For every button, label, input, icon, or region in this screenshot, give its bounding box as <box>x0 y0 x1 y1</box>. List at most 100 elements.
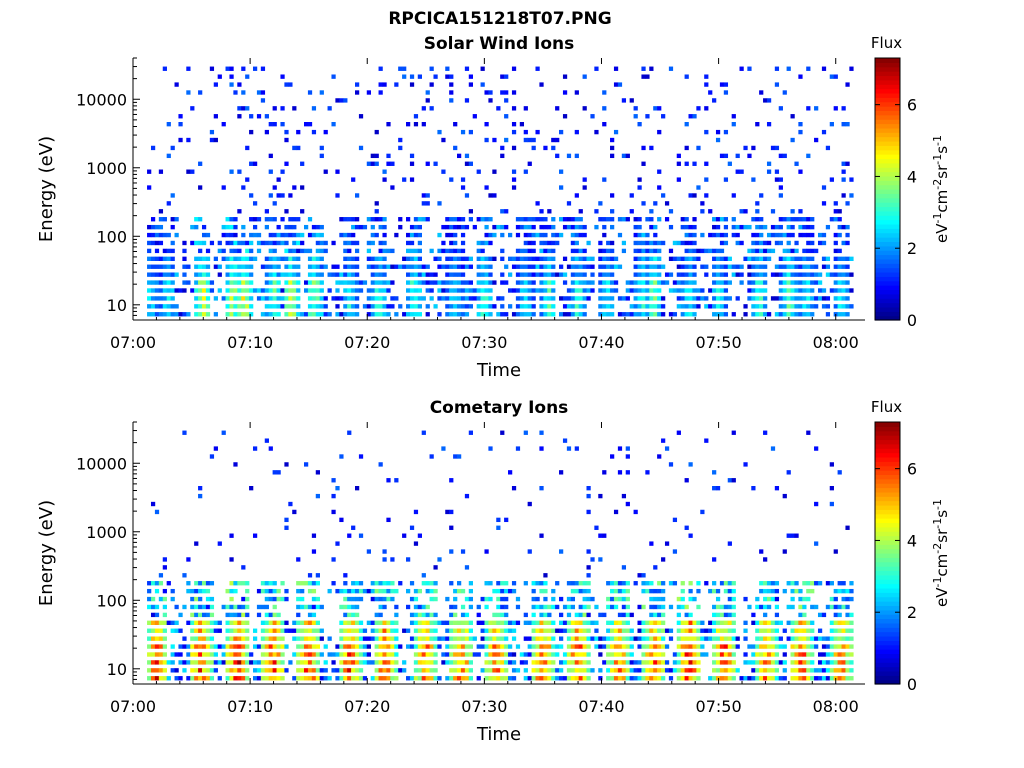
heatmap-cell <box>759 248 764 254</box>
heatmap-cell <box>657 217 662 222</box>
heatmap-cell <box>453 288 458 293</box>
heatmap-cell <box>727 668 732 673</box>
heatmap-cell <box>374 312 379 317</box>
heatmap-cell <box>688 676 693 681</box>
heatmap-cell <box>241 288 246 293</box>
heatmap-cell <box>484 312 489 317</box>
heatmap-cell <box>625 612 630 618</box>
heatmap-cell <box>531 644 536 649</box>
heatmap-cell <box>606 296 611 301</box>
colorbar-tick-label: 2 <box>907 603 917 622</box>
heatmap-cell <box>806 430 811 435</box>
heatmap-cell <box>766 232 772 238</box>
heatmap-cell <box>233 612 238 618</box>
heatmap-cell <box>170 620 175 625</box>
heatmap-cell <box>715 248 721 254</box>
heatmap-cell <box>645 652 650 657</box>
heatmap-cell <box>574 217 579 222</box>
heatmap-cell <box>464 644 470 649</box>
heatmap-cell <box>323 240 328 246</box>
heatmap-cell <box>158 296 164 301</box>
heatmap-cell <box>657 256 662 261</box>
heatmap-cell <box>417 612 422 618</box>
heatmap-cell <box>162 612 167 618</box>
heatmap-cell <box>190 668 195 673</box>
heatmap-cell <box>374 676 379 681</box>
heatmap-cell <box>284 644 289 649</box>
heatmap-cell <box>343 248 348 254</box>
heatmap-cell <box>351 525 356 530</box>
heatmap-cell <box>661 612 666 618</box>
heatmap-cell <box>449 668 454 673</box>
heatmap-cell <box>468 430 473 435</box>
heatmap-cell <box>798 209 803 214</box>
heatmap-cell <box>519 312 525 317</box>
heatmap-cell <box>755 232 760 238</box>
heatmap-cell <box>641 145 646 151</box>
heatmap-cell <box>629 209 634 214</box>
heatmap-cell <box>190 169 195 174</box>
colorbar-step <box>875 232 900 238</box>
heatmap-cell <box>445 644 450 649</box>
heatmap-cell <box>264 612 269 618</box>
heatmap-cell <box>182 240 187 246</box>
heatmap-cell <box>237 312 242 317</box>
heatmap-cell <box>198 676 203 681</box>
heatmap-cell <box>311 312 317 317</box>
heatmap-cell <box>731 478 736 483</box>
heatmap-cell <box>433 256 438 261</box>
heatmap-cell <box>445 224 450 230</box>
colorbar-unit-part: cm <box>933 554 951 577</box>
heatmap-cell <box>770 581 776 586</box>
heatmap-cell <box>347 612 352 618</box>
heatmap-cell <box>272 264 277 269</box>
heatmap-cell <box>292 652 297 657</box>
heatmap-cell <box>719 153 725 159</box>
heatmap-cell <box>747 676 752 681</box>
heatmap-cell <box>276 296 281 301</box>
heatmap-cell <box>841 660 846 665</box>
heatmap-cell <box>390 636 395 641</box>
heatmap-cell <box>382 232 387 238</box>
heatmap-cell <box>751 280 756 285</box>
heatmap-cell <box>841 272 846 277</box>
heatmap-cell <box>201 588 207 594</box>
heatmap-cell <box>245 312 250 317</box>
heatmap-cell <box>602 636 607 641</box>
heatmap-cell <box>276 652 281 657</box>
heatmap-cell <box>453 232 458 238</box>
heatmap-cell <box>715 596 721 602</box>
heatmap-cell <box>641 256 646 261</box>
heatmap-cell <box>700 232 705 238</box>
heatmap-cell <box>158 573 164 578</box>
heatmap-cell <box>252 644 258 649</box>
heatmap-cell <box>229 169 234 174</box>
heatmap-cell <box>845 224 850 230</box>
heatmap-cell <box>170 588 175 594</box>
heatmap-cell <box>641 248 646 254</box>
heatmap-cell <box>402 256 407 261</box>
heatmap-cell <box>484 256 489 261</box>
heatmap-cell <box>798 636 803 641</box>
heatmap-cell <box>708 676 713 681</box>
heatmap-cell <box>641 264 646 269</box>
colorbar-step <box>875 635 900 641</box>
heatmap-cell <box>413 248 419 254</box>
heatmap-cell <box>649 588 654 594</box>
heatmap-cell <box>229 628 234 633</box>
heatmap-cell <box>841 628 846 633</box>
heatmap-cell <box>413 644 419 649</box>
heatmap-cell <box>437 256 442 261</box>
heatmap-cell <box>633 272 638 277</box>
colorbar-step <box>875 106 900 111</box>
colorbar-step <box>875 675 900 681</box>
heatmap-cell <box>578 288 583 293</box>
heatmap-cell <box>539 644 544 649</box>
heatmap-cell <box>774 668 780 673</box>
heatmap-cell <box>825 636 831 641</box>
heatmap-cell <box>535 628 540 633</box>
heatmap-cell <box>260 644 266 649</box>
heatmap-cell <box>523 612 528 618</box>
heatmap-cell <box>821 129 827 135</box>
colorbar-tick-label: 4 <box>907 531 917 550</box>
